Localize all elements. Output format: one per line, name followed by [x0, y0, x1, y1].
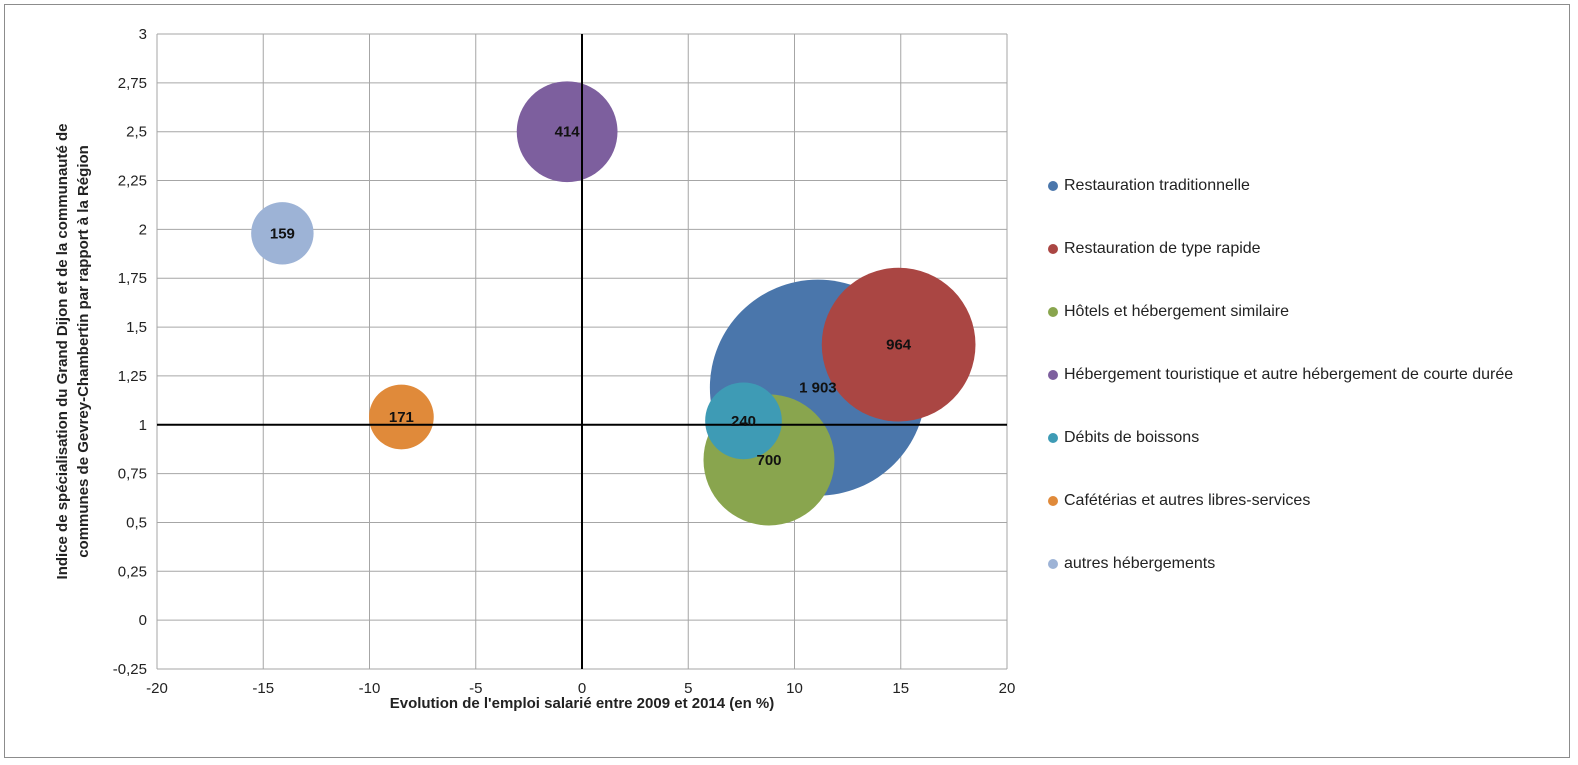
bubble-layer [251, 81, 976, 526]
y-tick-label: 0,25 [118, 563, 147, 580]
legend-item-6: Cafétérias et autres libres-services [1048, 490, 1568, 512]
y-axis-title-line: Indice de spécialisation du Grand Dijon … [54, 124, 71, 580]
y-tick-label: 0,75 [118, 466, 147, 483]
x-tick-label: 0 [578, 680, 586, 697]
y-tick-label: -0,25 [113, 661, 147, 678]
legend-item-1: Restauration traditionnelle [1048, 175, 1568, 197]
y-tick-label: 0,5 [126, 514, 147, 531]
legend-marker [1048, 559, 1058, 569]
y-tick-label: 1,75 [118, 270, 147, 287]
y-tick-label: 1,25 [118, 368, 147, 385]
legend-marker [1048, 433, 1058, 443]
y-tick-label: 1,5 [126, 319, 147, 336]
legend-marker [1048, 181, 1058, 191]
y-tick-label: 3 [139, 26, 147, 43]
bubble-6 [369, 384, 434, 450]
x-axis-title: Evolution de l'emploi salarié entre 2009… [390, 695, 775, 712]
x-tick-label: -5 [469, 680, 482, 697]
x-tick-label: -20 [146, 680, 168, 697]
legend-item-7: autres hébergements [1048, 553, 1568, 575]
x-tick-label: 15 [892, 680, 909, 697]
legend-label: Hébergement touristique et autre héberge… [1064, 366, 1514, 383]
legend-label: Restauration traditionnelle [1064, 177, 1250, 194]
tick-labels: -20 -15 -10 -5 0 5 10 15 2032,752,52,2521,751,51… [113, 26, 1016, 697]
bubble-label-3: 700 [756, 452, 781, 469]
legend-item-4: Hébergement touristique et autre héberge… [1048, 364, 1568, 386]
bubble-4 [516, 81, 618, 183]
reference-lines [157, 34, 1007, 669]
bubble-5 [705, 382, 782, 460]
x-tick-label: -15 [252, 680, 274, 697]
bubble-labels: 1 903 964 700 414 240 171 159 [270, 124, 912, 469]
bubble-label-5: 240 [731, 413, 756, 430]
bubble-2 [821, 267, 976, 422]
legend-label: Hôtels et hébergement similaire [1064, 303, 1289, 320]
y-tick-label: 2 [139, 221, 147, 238]
y-tick-label: 2,75 [118, 75, 147, 92]
legend-marker [1048, 307, 1058, 317]
y-axis-title-line: communes de Gevrey-Chambertin par rappor… [75, 145, 92, 558]
legend-marker [1048, 496, 1058, 506]
y-tick-label: 1 [139, 417, 147, 434]
x-tick-label: 20 [999, 680, 1016, 697]
legend-label: Cafétérias et autres libres-services [1064, 492, 1311, 509]
bubble-label-1: 1 903 [799, 380, 837, 397]
y-tick-label: 0 [139, 612, 147, 629]
y-axis-title: Indice de spécialisation du Grand Dijon … [54, 124, 92, 580]
x-tick-label: 5 [684, 680, 692, 697]
bubble-label-2: 964 [886, 337, 912, 354]
chart-frame: 1 903 964 700 414 240 171 159 -20 -15 -10 -5 0 5 10 1… [4, 4, 1570, 758]
legend-label: autres hébergements [1064, 555, 1216, 572]
y-tick-label: 2,5 [126, 124, 147, 141]
x-tick-label: -10 [359, 680, 381, 697]
bubble-label-6: 171 [389, 409, 414, 426]
legend-label: Restauration de type rapide [1064, 240, 1261, 257]
legend-item-3: Hôtels et hébergement similaire [1048, 301, 1568, 323]
bubble-label-7: 159 [270, 225, 295, 242]
bubble-7 [251, 202, 314, 265]
legend-item-2: Restauration de type rapide [1048, 238, 1568, 260]
legend-marker [1048, 244, 1058, 254]
y-tick-label: 2,25 [118, 173, 147, 190]
x-tick-label: 10 [786, 680, 803, 697]
legend-item-5: Débits de boissons [1048, 427, 1568, 449]
bubble-label-4: 414 [555, 124, 581, 141]
legend-label: Débits de boissons [1064, 429, 1200, 446]
legend-marker [1048, 370, 1058, 380]
